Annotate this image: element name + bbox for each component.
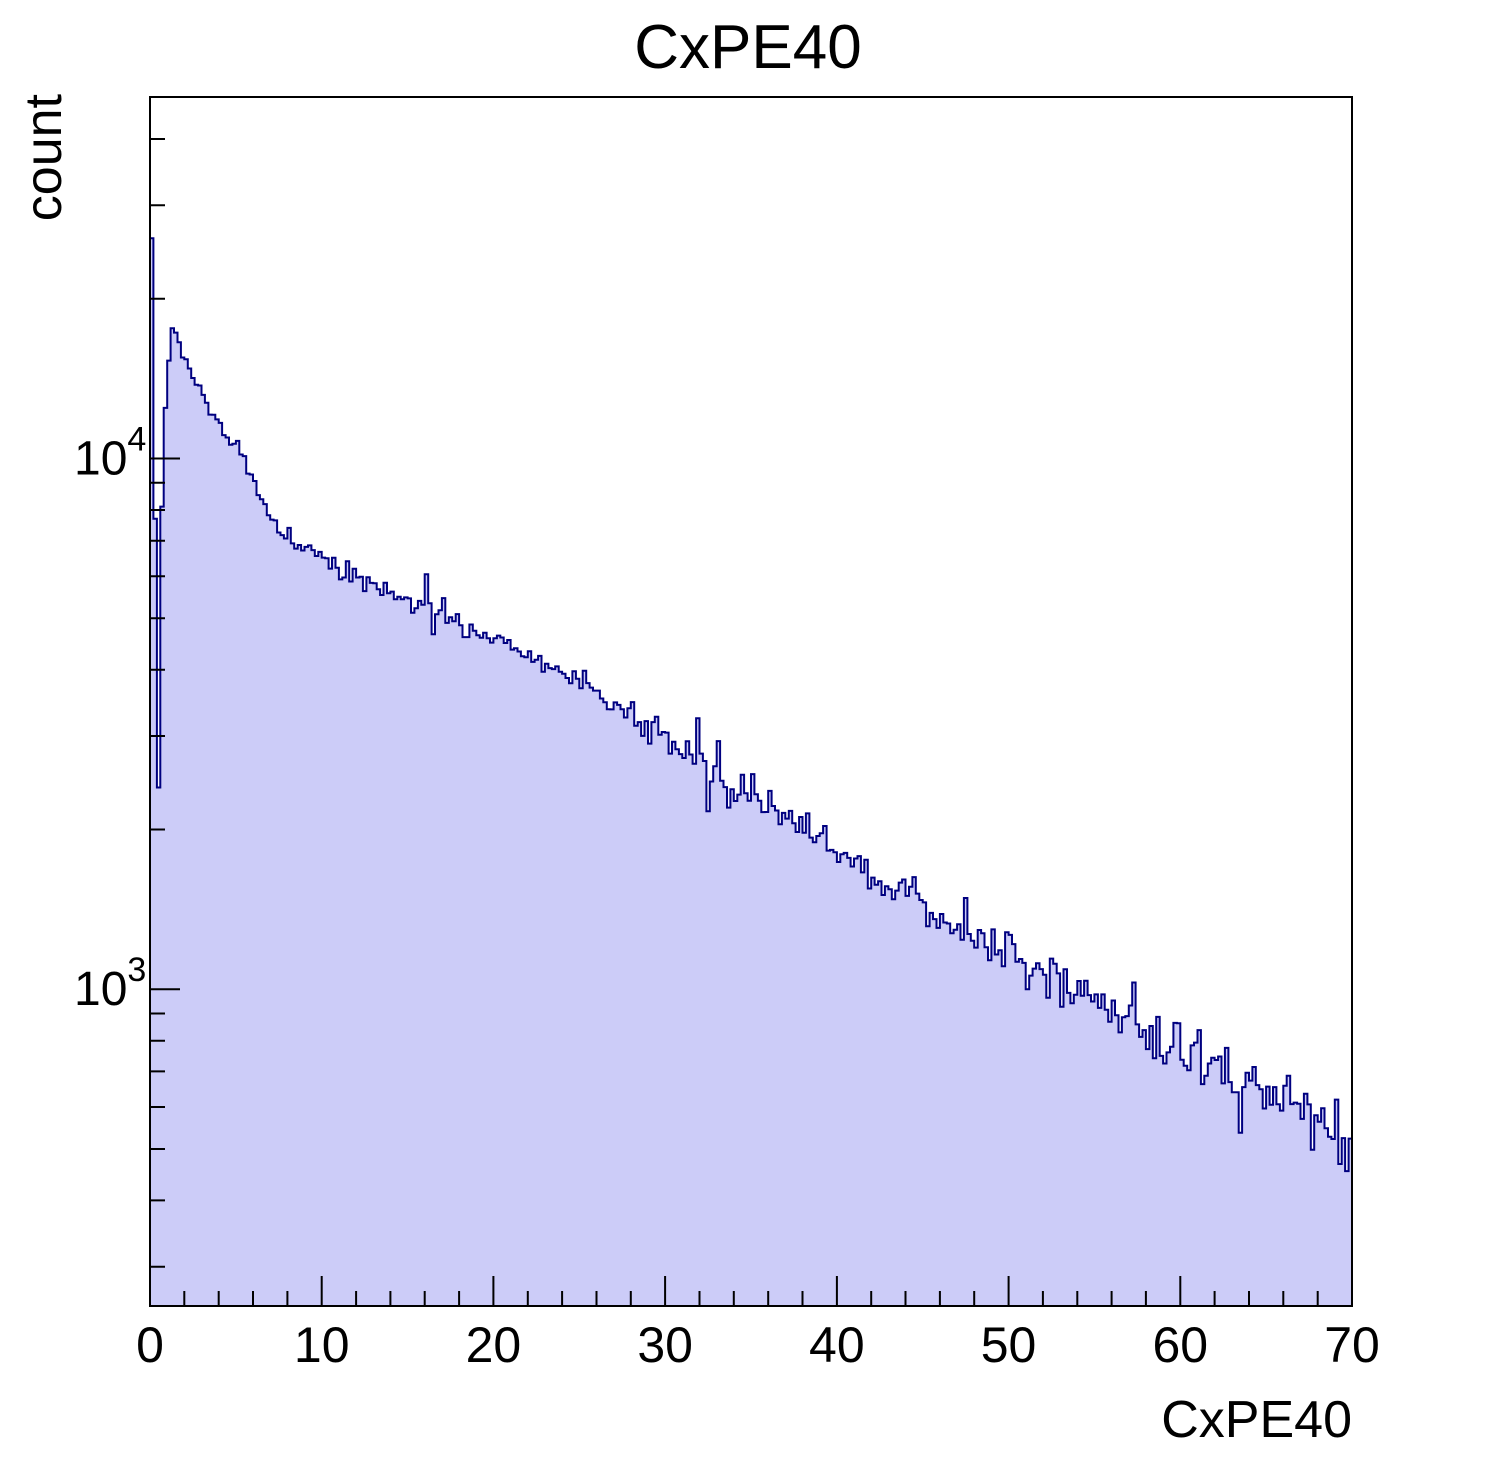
x-tick-label: 60 [1152, 1317, 1208, 1373]
x-axis-label: CxPE40 [1161, 1391, 1352, 1449]
y-tick-label: 103 [74, 951, 146, 1016]
plot-frame [149, 96, 1353, 1307]
x-tick-label: 70 [1324, 1317, 1380, 1373]
x-tick-label: 20 [466, 1317, 522, 1373]
x-tick-label: 10 [294, 1317, 350, 1373]
chart-title: CxPE40 [634, 13, 862, 82]
x-tick-label: 50 [981, 1317, 1037, 1373]
x-tick-label: 30 [637, 1317, 693, 1373]
y-tick-label: 104 [74, 421, 146, 486]
x-tick-label: 40 [809, 1317, 865, 1373]
histogram-series [150, 237, 1352, 1306]
x-tick-label: 0 [136, 1317, 164, 1373]
